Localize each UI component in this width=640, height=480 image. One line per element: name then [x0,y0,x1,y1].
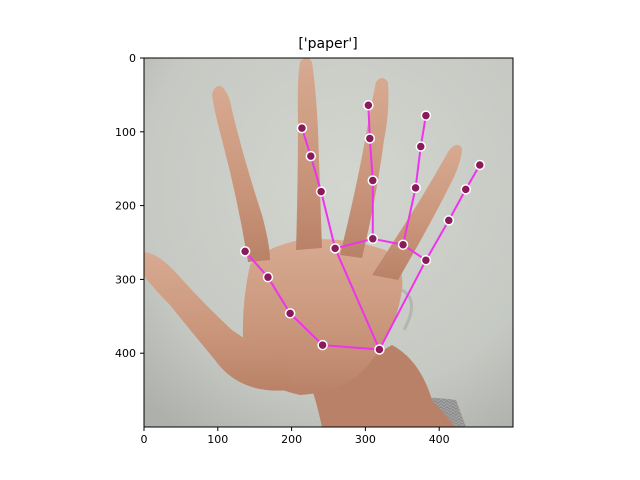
chart-title: ['paper'] [298,36,357,52]
skeleton-line-20 [378,259,427,350]
keypoint-2 [284,308,296,319]
keypoint-15 [415,141,426,152]
x-tick-label: 100 [207,433,228,446]
keypoint-20 [474,159,486,171]
keypoint-11 [364,133,376,144]
keypoint-4 [239,246,251,257]
x-axis: 0 100 200 300 400 [141,427,450,446]
y-tick-label: 200 [115,200,136,213]
x-tick-label: 0 [141,433,148,446]
skeleton-line-2 [267,276,291,314]
skeleton-line-10 [368,138,374,181]
keypoint-6 [315,186,327,197]
skeleton-line-8 [334,237,374,250]
keypoint-8 [296,122,308,134]
keypoint-13 [397,239,409,250]
keypoint-17 [420,254,432,266]
skeleton-line-17 [425,219,450,261]
y-tick-label: 300 [115,273,136,286]
skeleton-line-13 [402,187,417,245]
y-tick-label: 400 [115,347,136,360]
y-tick-label: 100 [115,126,136,139]
skeleton-line-18 [447,188,467,221]
y-tick-label: 0 [129,52,136,65]
skeleton-line-6 [309,155,323,192]
keypoint-0 [374,344,385,355]
axes-frame [143,57,514,428]
x-tick-label: 400 [429,433,450,446]
skeleton-line-1 [289,312,324,346]
photo-background [144,58,513,427]
skeleton-line-11 [367,105,371,139]
keypoint-12 [363,99,374,111]
keypoint-7 [305,150,317,162]
keypoint-1 [317,339,328,351]
y-axis: 0 100 200 300 400 [115,52,144,360]
keypoint-3 [262,271,274,283]
keypoint-16 [420,110,432,121]
skeleton-line-0 [322,344,380,351]
hand-keypoints [239,99,486,355]
x-tick-label: 200 [281,433,302,446]
keypoint-19 [460,184,472,195]
keypoint-10 [367,175,379,186]
x-tick-label: 300 [355,433,376,446]
skeleton-line-3 [244,250,269,278]
skeleton-line-5 [320,191,337,249]
keypoint-18 [443,215,455,226]
skeleton-line-4 [334,248,381,350]
keypoint-5 [329,243,341,254]
keypoint-14 [410,182,421,194]
skeleton-line-14 [414,146,422,189]
keypoint-9 [367,233,379,245]
